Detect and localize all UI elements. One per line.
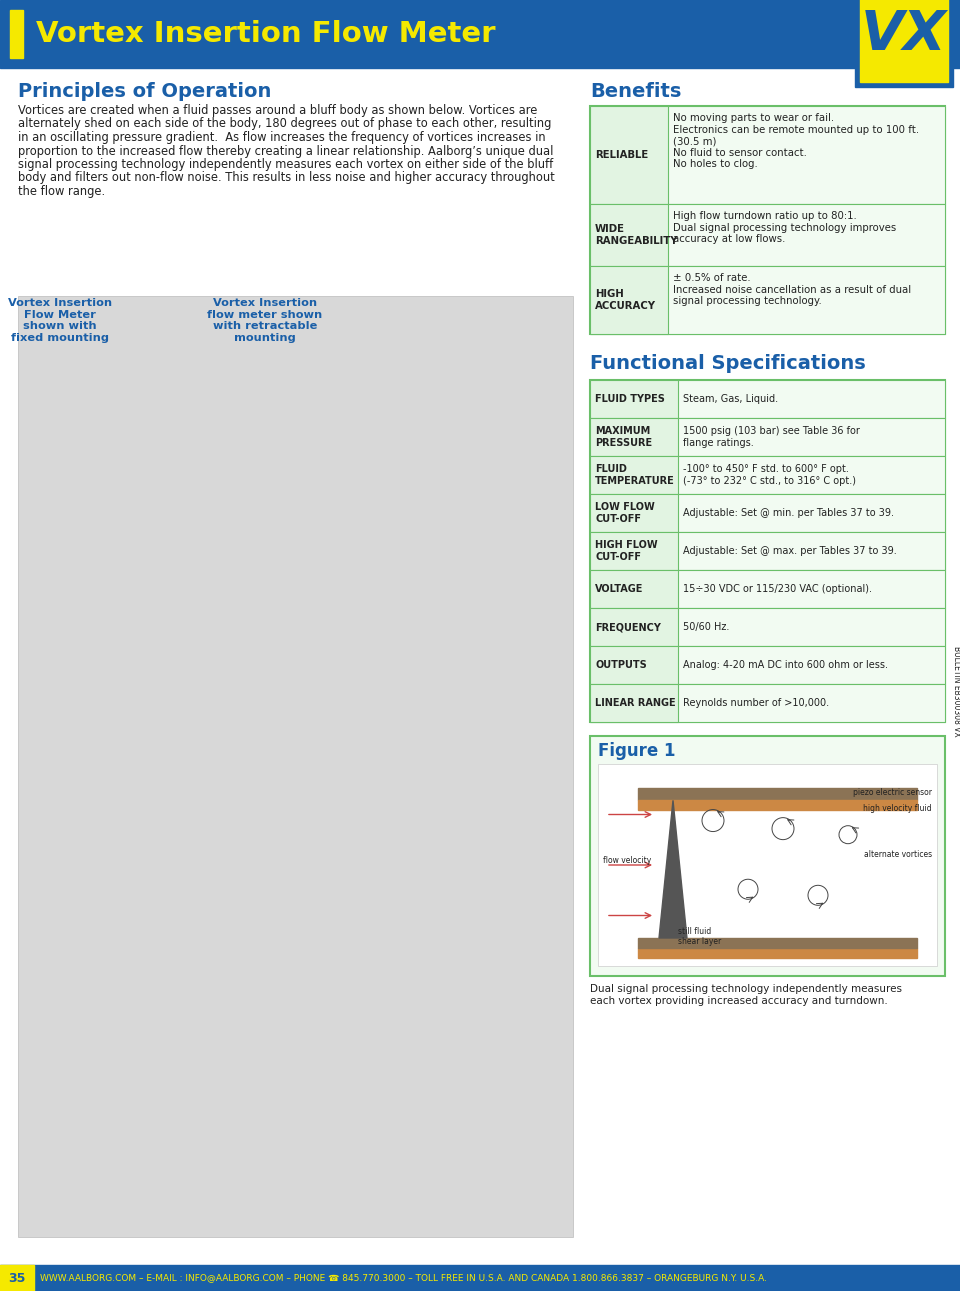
- Polygon shape: [659, 800, 687, 939]
- Text: High flow turndown ratio up to 80:1.
Dual signal processing technology improves
: High flow turndown ratio up to 80:1. Dua…: [673, 210, 897, 244]
- Text: Principles of Operation: Principles of Operation: [18, 83, 272, 101]
- Text: Adjustable: Set @ min. per Tables 37 to 39.: Adjustable: Set @ min. per Tables 37 to …: [683, 507, 894, 518]
- Text: No moving parts to wear or fail.
Electronics can be remote mounted up to 100 ft.: No moving parts to wear or fail. Electro…: [673, 114, 919, 169]
- Text: still fluid: still fluid: [678, 927, 711, 936]
- Bar: [590, 684, 945, 722]
- Text: Dual signal processing technology independently measures
each vortex providing i: Dual signal processing technology indepe…: [590, 984, 902, 1006]
- Bar: [590, 532, 678, 571]
- Text: FLUID TYPES: FLUID TYPES: [595, 394, 665, 404]
- Bar: [855, 0, 953, 86]
- Bar: [590, 736, 945, 976]
- Text: proportion to the increased flow thereby creating a linear relationship. Aalborg: proportion to the increased flow thereby…: [18, 145, 553, 158]
- Text: LOW FLOW
CUT-OFF: LOW FLOW CUT-OFF: [595, 502, 655, 524]
- Bar: [590, 494, 678, 532]
- Text: body and filters out non-flow noise. This results in less noise and higher accur: body and filters out non-flow noise. Thi…: [18, 172, 555, 185]
- Text: Vortex Insertion Flow Meter: Vortex Insertion Flow Meter: [36, 19, 495, 48]
- Bar: [590, 380, 678, 418]
- Bar: [590, 418, 678, 456]
- Text: VOLTAGE: VOLTAGE: [595, 584, 643, 594]
- Bar: [590, 380, 945, 418]
- Bar: [0, 1265, 34, 1291]
- Text: the flow range.: the flow range.: [18, 185, 106, 198]
- Text: ± 0.5% of rate.
Increased noise cancellation as a result of dual
signal processi: ± 0.5% of rate. Increased noise cancella…: [673, 272, 911, 306]
- Text: Vortices are created when a fluid passes around a bluff body as shown below. Vor: Vortices are created when a fluid passes…: [18, 105, 538, 117]
- Text: HIGH FLOW
CUT-OFF: HIGH FLOW CUT-OFF: [595, 540, 658, 562]
- Bar: [590, 106, 945, 334]
- Bar: [590, 106, 945, 204]
- Text: piezo electric sensor: piezo electric sensor: [853, 788, 932, 797]
- Bar: [590, 494, 945, 532]
- Text: signal processing technology independently measures each vortex on either side o: signal processing technology independent…: [18, 158, 553, 170]
- Text: 50/60 Hz.: 50/60 Hz.: [683, 622, 730, 633]
- Bar: [638, 948, 917, 958]
- Bar: [590, 106, 668, 204]
- Text: FLUID
TEMPERATURE: FLUID TEMPERATURE: [595, 465, 675, 485]
- Text: 1500 psig (103 bar) see Table 36 for
flange ratings.: 1500 psig (103 bar) see Table 36 for fla…: [683, 426, 860, 448]
- Text: BULLETIN EB300308 VX: BULLETIN EB300308 VX: [951, 646, 960, 736]
- Bar: [590, 684, 678, 722]
- Text: WIDE
RANGEABILITY: WIDE RANGEABILITY: [595, 225, 678, 245]
- Text: OUTPUTS: OUTPUTS: [595, 660, 647, 670]
- Text: high velocity fluid: high velocity fluid: [863, 804, 932, 813]
- Text: alternate vortices: alternate vortices: [864, 851, 932, 860]
- Bar: [638, 800, 917, 811]
- Text: flow velocity: flow velocity: [603, 856, 651, 865]
- Bar: [0, 1265, 960, 1291]
- Text: WWW.AALBORG.COM – E-MAIL : INFO@AALBORG.COM – PHONE ☎ 845.770.3000 – TOLL FREE I: WWW.AALBORG.COM – E-MAIL : INFO@AALBORG.…: [40, 1273, 767, 1282]
- Bar: [590, 608, 678, 646]
- Bar: [598, 764, 937, 966]
- Text: alternately shed on each side of the body, 180 degrees out of phase to each othe: alternately shed on each side of the bod…: [18, 117, 551, 130]
- Text: VX: VX: [861, 8, 947, 62]
- Text: Benefits: Benefits: [590, 83, 682, 101]
- Bar: [590, 571, 945, 608]
- Text: MAXIMUM
PRESSURE: MAXIMUM PRESSURE: [595, 426, 652, 448]
- Text: Functional Specifications: Functional Specifications: [590, 354, 866, 373]
- Text: HIGH
ACCURACY: HIGH ACCURACY: [595, 289, 656, 311]
- Bar: [590, 380, 945, 722]
- Bar: [0, 0, 960, 68]
- Bar: [590, 204, 668, 266]
- Bar: [860, 0, 948, 83]
- Text: -100° to 450° F std. to 600° F opt.
(-73° to 232° C std., to 316° C opt.): -100° to 450° F std. to 600° F opt. (-73…: [683, 465, 856, 485]
- Text: 35: 35: [9, 1272, 26, 1285]
- Bar: [590, 456, 945, 494]
- Text: Analog: 4-20 mA DC into 600 ohm or less.: Analog: 4-20 mA DC into 600 ohm or less.: [683, 660, 888, 670]
- Bar: [590, 608, 945, 646]
- Bar: [590, 266, 668, 334]
- Text: in an oscillating pressure gradient.  As flow increases the frequency of vortice: in an oscillating pressure gradient. As …: [18, 130, 545, 145]
- Bar: [10, 10, 23, 58]
- Text: 15÷30 VDC or 115/230 VAC (optional).: 15÷30 VDC or 115/230 VAC (optional).: [683, 584, 872, 594]
- Text: shear layer: shear layer: [678, 937, 721, 946]
- Text: FREQUENCY: FREQUENCY: [595, 622, 660, 633]
- Bar: [638, 939, 917, 948]
- Bar: [590, 456, 678, 494]
- Bar: [590, 532, 945, 571]
- Text: Figure 1: Figure 1: [598, 742, 676, 760]
- Text: Adjustable: Set @ max. per Tables 37 to 39.: Adjustable: Set @ max. per Tables 37 to …: [683, 546, 897, 556]
- Bar: [590, 646, 945, 684]
- Text: Vortex Insertion
flow meter shown
with retractable
mounting: Vortex Insertion flow meter shown with r…: [207, 298, 323, 343]
- Text: LINEAR RANGE: LINEAR RANGE: [595, 698, 676, 707]
- Text: Steam, Gas, Liquid.: Steam, Gas, Liquid.: [683, 394, 779, 404]
- Text: Reynolds number of >10,000.: Reynolds number of >10,000.: [683, 698, 829, 707]
- Bar: [590, 204, 945, 266]
- Text: Vortex Insertion
Flow Meter
shown with
fixed mounting: Vortex Insertion Flow Meter shown with f…: [8, 298, 112, 343]
- Bar: [590, 418, 945, 456]
- Bar: [590, 571, 678, 608]
- Bar: [590, 266, 945, 334]
- Bar: [590, 646, 678, 684]
- Bar: [638, 789, 917, 800]
- Bar: [18, 296, 573, 1237]
- Text: RELIABLE: RELIABLE: [595, 150, 648, 160]
